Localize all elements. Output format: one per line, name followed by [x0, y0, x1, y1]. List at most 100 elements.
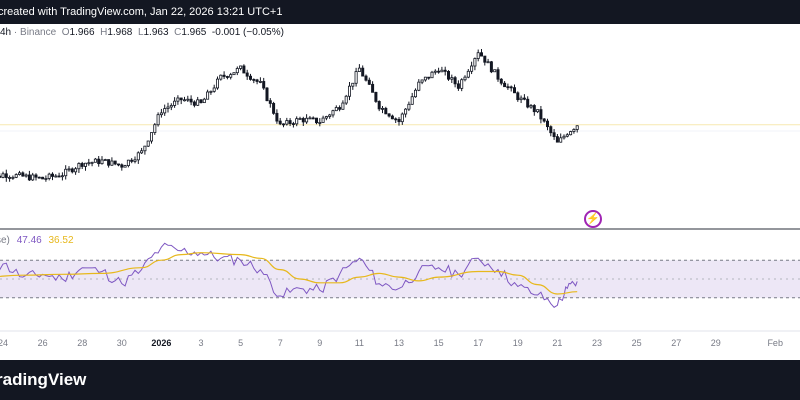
- brand-wordmark: radingView: [0, 370, 87, 389]
- candle-body: [400, 113, 404, 123]
- candle: [245, 69, 249, 80]
- chart-canvas[interactable]: 24 26 28 30 2026 3 5 7 9 11 13 15 17 19 21 23 25 27 29 Feb: [0, 0, 800, 360]
- candle-body: [44, 178, 48, 180]
- candle: [361, 65, 365, 77]
- price-pane[interactable]: [0, 49, 800, 186]
- symbol-legend: 4h · Binance O1.966 H1.968 L1.963 C1.965…: [0, 27, 284, 38]
- candle: [453, 75, 457, 88]
- candle-body: [258, 81, 262, 83]
- attribution-caption: created with TradingView.com, Jan 22, 20…: [0, 6, 283, 18]
- candle: [417, 79, 421, 92]
- candle: [117, 163, 121, 167]
- candle-body: [37, 176, 41, 179]
- time-tick-label: 13: [394, 338, 404, 348]
- candle-body: [522, 97, 526, 100]
- candle: [278, 117, 282, 126]
- time-tick-label: 19: [513, 338, 523, 348]
- candle: [189, 95, 193, 106]
- candle-body: [341, 102, 345, 110]
- candle-body: [163, 108, 167, 114]
- candle: [539, 105, 543, 124]
- time-tick-label: 3: [198, 338, 203, 348]
- candle-body: [483, 55, 487, 63]
- candle: [186, 95, 190, 102]
- candle: [536, 109, 540, 114]
- candle-body: [476, 52, 480, 59]
- candle: [235, 66, 239, 76]
- candle: [179, 97, 183, 105]
- candle: [14, 173, 18, 179]
- candle-body: [64, 168, 68, 177]
- candle-body: [11, 176, 15, 179]
- candle: [423, 76, 427, 82]
- candle: [8, 175, 12, 182]
- candle: [146, 140, 150, 147]
- candle-body: [423, 76, 427, 81]
- candle: [163, 104, 167, 116]
- candle: [446, 70, 450, 81]
- attribution-bar: created with TradingView.com, Jan 22, 20…: [0, 0, 800, 24]
- candle: [565, 133, 569, 138]
- candle: [153, 123, 157, 135]
- candle: [4, 169, 8, 182]
- candle-body: [305, 117, 309, 123]
- candle: [222, 71, 226, 79]
- time-tick-label: 2026: [151, 338, 171, 348]
- candle-body: [67, 168, 71, 171]
- candle: [357, 64, 361, 72]
- candle: [54, 174, 58, 178]
- candle-body: [575, 125, 579, 130]
- candle: [47, 172, 51, 181]
- legend-interval: 4h: [0, 27, 12, 38]
- rsi-pane[interactable]: [0, 242, 800, 308]
- lightning-bolt-icon[interactable]: ⚡: [584, 210, 602, 228]
- candle-body: [110, 160, 114, 166]
- candle: [427, 76, 431, 80]
- candle-body: [555, 136, 559, 143]
- candle: [440, 66, 444, 73]
- candle: [374, 91, 378, 103]
- rsi-value: 47.46: [16, 235, 42, 246]
- candle-body: [130, 159, 134, 162]
- candle: [206, 89, 210, 100]
- candle-body: [24, 174, 28, 177]
- candle-body: [84, 162, 88, 167]
- candle: [196, 96, 200, 106]
- candle: [27, 170, 31, 181]
- time-tick-label: 23: [592, 338, 602, 348]
- candle: [225, 75, 229, 80]
- time-tick-label: 5: [238, 338, 243, 348]
- candle-body: [103, 159, 107, 161]
- time-tick-label: 24: [0, 338, 8, 348]
- candle-body: [252, 79, 256, 81]
- candle-body: [549, 126, 553, 134]
- candle-body: [377, 101, 381, 110]
- candle-body: [344, 95, 348, 104]
- candle-body: [192, 101, 196, 106]
- candle: [338, 105, 342, 112]
- candle-body: [21, 172, 25, 177]
- candle: [166, 102, 170, 113]
- candle-body: [450, 77, 454, 80]
- candle: [526, 96, 530, 109]
- candle-body: [440, 69, 444, 73]
- candle-body: [463, 76, 467, 81]
- candle: [51, 172, 55, 181]
- candle: [285, 117, 289, 126]
- candle-body: [413, 89, 417, 98]
- candle-body: [186, 98, 190, 101]
- candle-body: [347, 85, 351, 97]
- candle: [404, 108, 408, 118]
- candle: [265, 87, 269, 102]
- candle-body: [446, 70, 450, 80]
- candle-body: [90, 161, 94, 164]
- time-tick-label: 11: [355, 338, 364, 348]
- candle: [344, 94, 348, 105]
- candle-body: [182, 99, 186, 102]
- candle: [258, 77, 262, 84]
- candle-body: [288, 120, 292, 124]
- candle: [77, 162, 81, 173]
- candle-body: [146, 140, 150, 147]
- candle-body: [519, 97, 523, 101]
- candle: [519, 95, 523, 104]
